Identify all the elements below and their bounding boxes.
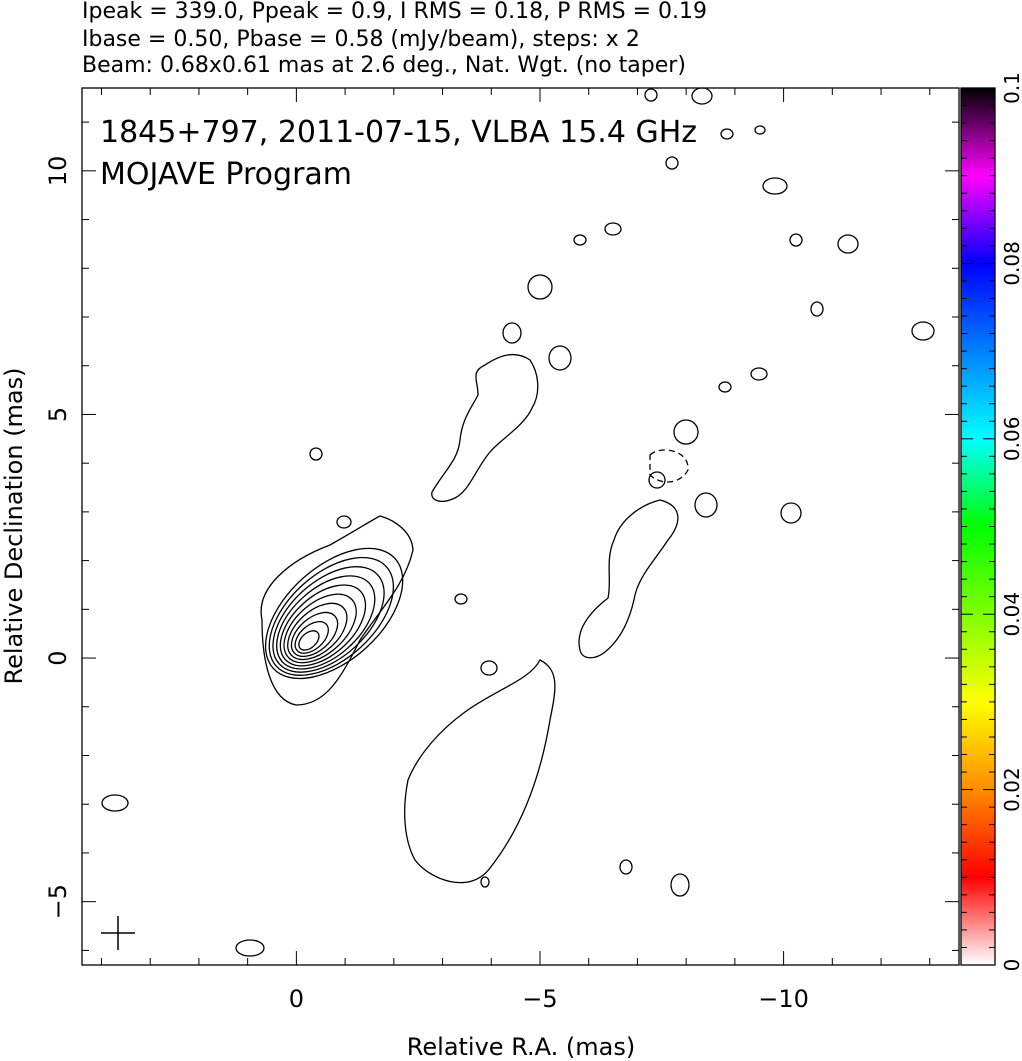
noise-contour	[750, 367, 768, 381]
noise-contour	[670, 873, 690, 897]
header-line-3: Beam: 0.68x0.61 mas at 2.6 deg., Nat. Wg…	[82, 53, 686, 78]
y-axis-label: Relative Declination (mas)	[0, 367, 28, 684]
y-tick-label: −5	[44, 884, 72, 919]
colorbar-tick-label: 0.04	[1000, 592, 1022, 637]
noise-contour	[762, 177, 788, 195]
jet-filament-west-contour	[578, 499, 679, 659]
chart-title: 1845+797, 2011-07-15, VLBA 15.4 GHz	[100, 115, 697, 150]
noise-contour	[691, 87, 713, 105]
colorbar-tick-label: 0.06	[1000, 417, 1022, 462]
x-tick-label: −5	[522, 985, 557, 1013]
noise-contour	[648, 471, 666, 489]
noise-contour	[673, 419, 699, 445]
header-line-1: Ipeak = 339.0, Ppeak = 0.9, I RMS = 0.18…	[82, 0, 707, 24]
noise-contour	[527, 274, 553, 300]
noise-contour	[454, 593, 468, 605]
x-tick-label: −10	[758, 985, 809, 1013]
y-tick-label: 5	[44, 407, 72, 422]
beam-cross-icon	[101, 916, 135, 950]
y-tick-label: 0	[44, 650, 72, 665]
noise-contour	[309, 447, 323, 461]
noise-contour	[480, 660, 498, 676]
core-contour	[264, 547, 404, 680]
colorbar-tick-labels: 0 0.02 0.04 0.06 0.08 0.1	[1000, 72, 1022, 971]
noise-contour	[694, 492, 718, 518]
contour-layer	[101, 87, 935, 957]
chart-subtitle: MOJAVE Program	[100, 157, 352, 192]
noise-contour	[718, 381, 732, 393]
core-contour	[290, 611, 339, 658]
noise-contour	[235, 939, 265, 957]
x-tick-label: 0	[289, 985, 304, 1013]
core-contour	[268, 556, 395, 676]
noise-contour	[911, 321, 935, 341]
noise-contour	[604, 222, 622, 236]
jet-filament-north-contour	[431, 353, 539, 502]
noise-contour	[754, 125, 766, 135]
core-contour	[298, 630, 320, 651]
noise-contour	[837, 234, 859, 254]
noise-contour	[336, 515, 352, 529]
core-contour	[272, 566, 385, 673]
core-contour	[294, 621, 329, 654]
noise-contour	[502, 322, 522, 344]
header-line-2: Ibase = 0.50, Pbase = 0.58 (mJy/beam), s…	[82, 27, 640, 52]
core-outer-contour	[260, 515, 414, 706]
core-contour	[287, 602, 348, 661]
x-axis-label: Relative R.A. (mas)	[407, 1033, 635, 1061]
noise-contour	[720, 128, 734, 140]
noise-contour	[644, 88, 658, 102]
noise-contour	[548, 345, 572, 371]
colorbar-tick-label: 0.02	[1000, 767, 1022, 812]
colorbar-tick-label: 0	[1000, 959, 1022, 972]
core-contour	[283, 593, 357, 664]
y-tick-label: 10	[44, 156, 72, 187]
noise-contour	[665, 156, 679, 170]
noise-contour	[780, 502, 802, 524]
noise-contour	[480, 876, 490, 888]
plot-frame	[81, 87, 960, 966]
jet-blob-south-contour	[404, 659, 556, 884]
noise-contour	[619, 859, 633, 875]
axis-ticks	[82, 88, 959, 965]
colorbar-tick-label: 0.1	[1000, 72, 1022, 104]
noise-contour	[810, 301, 824, 317]
colorbar-tick-label: 0.08	[1000, 241, 1022, 286]
noise-contour	[789, 233, 803, 247]
dashed-contour	[649, 449, 689, 483]
noise-contour	[101, 794, 129, 812]
core-contour	[276, 575, 376, 670]
noise-contour	[573, 234, 587, 246]
x-tick-labels: 0 −5 −10	[289, 985, 809, 1013]
y-tick-labels: −5 0 5 10	[44, 156, 72, 920]
core-contour	[279, 584, 367, 667]
colorbar-ticks	[961, 87, 995, 966]
